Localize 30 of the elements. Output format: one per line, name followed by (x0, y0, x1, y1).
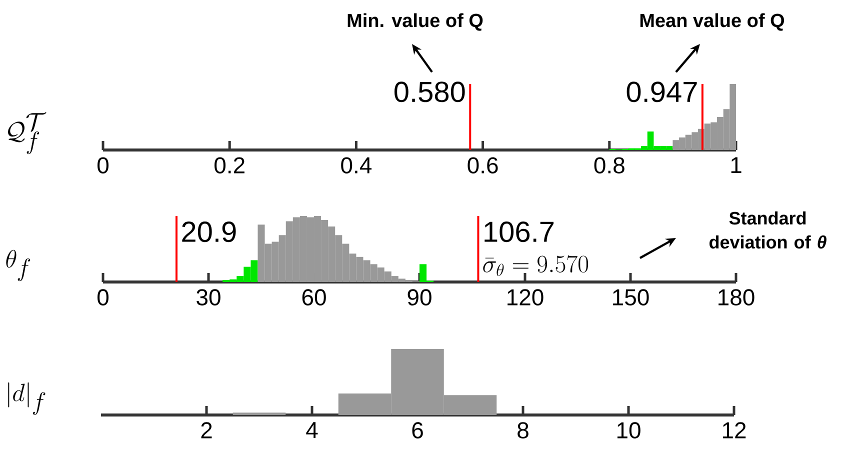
ref-line-label: 0.580 (394, 82, 465, 102)
x-tick-label: 180 (718, 289, 754, 306)
ref-line-label: 106.7 (484, 222, 554, 242)
y-axis-title: $|d|_f$ (8, 382, 46, 415)
x-tick-label: 10 (617, 422, 640, 438)
x-tick-label: 0.2 (214, 157, 244, 174)
x-tick-label: 12 (722, 422, 746, 438)
x-tick-label: 2 (201, 422, 212, 438)
x-tick-label: 6 (412, 422, 423, 438)
x-tick-label: 60 (302, 289, 326, 306)
x-tick-label: 90 (408, 289, 432, 306)
x-tick-label: 0.4 (341, 157, 372, 174)
x-tick-label: 1 (731, 157, 742, 174)
annotation: Standard deviation of θ (710, 211, 826, 249)
x-tick-label: 0.6 (468, 157, 498, 174)
x-tick-label: 8 (518, 422, 528, 438)
y-axis-title: $\theta_f$ (6, 250, 30, 282)
x-tick-label: 0 (98, 157, 109, 174)
ref-line-label: 0.947 (626, 82, 697, 102)
x-tick-label: 0.8 (594, 157, 624, 174)
x-tick-label: 4 (306, 422, 318, 438)
y-axis-title: $\mathcal{Q}_f^{\mathcal{T}}$ (8, 112, 46, 154)
x-tick-label: 150 (613, 289, 649, 306)
annotation: $\bar{\sigma}_{\theta}=9.570$ (483, 255, 588, 276)
x-tick-label: 120 (508, 289, 544, 306)
x-tick-label: 0 (98, 289, 109, 306)
text: Mean value of Q (640, 13, 784, 31)
ref-line-label: 20.9 (182, 222, 236, 242)
x-tick-label: 30 (196, 289, 220, 306)
text: Min. value of Q (348, 13, 483, 31)
